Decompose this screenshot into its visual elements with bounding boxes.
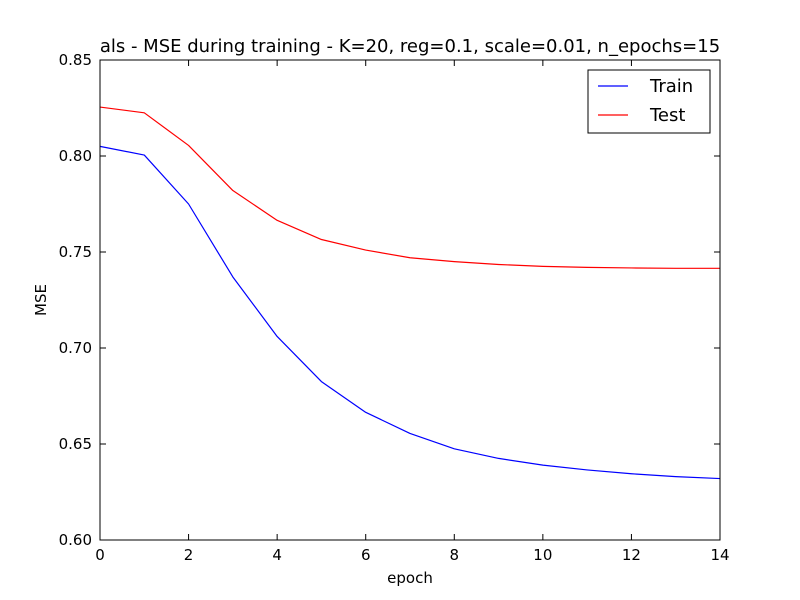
x-tick-label: 0 (95, 546, 105, 564)
x-tick-label: 4 (272, 546, 282, 564)
legend: Train Test (587, 69, 711, 134)
tick-layer: 0 2 4 6 8 10 12 14 0.60 0.65 0.70 0.75 0.80 0.85 (59, 51, 730, 564)
x-axis-label: epoch (387, 569, 433, 587)
series-layer (99, 106, 721, 480)
x-tick-label: 12 (622, 546, 641, 564)
y-tick-label: 0.65 (59, 435, 92, 453)
legend-label-train: Train (649, 76, 693, 97)
y-tick-label: 0.85 (59, 51, 92, 69)
y-tick-label: 0.75 (59, 243, 92, 261)
chart-title: als - MSE during training - K=20, reg=0.… (100, 36, 720, 57)
y-tick-label: 0.70 (59, 339, 92, 357)
x-tick-label: 14 (710, 546, 729, 564)
y-tick-label: 0.60 (59, 531, 92, 549)
series-line-train (99, 145, 721, 480)
y-tick-label: 0.80 (59, 147, 92, 165)
x-tick-label: 6 (361, 546, 371, 564)
legend-box (587, 69, 711, 134)
legend-label-test: Test (649, 105, 685, 126)
plot-frame (99, 59, 721, 541)
x-tick-label: 8 (450, 546, 460, 564)
y-axis-label: MSE (32, 284, 50, 316)
x-tick-label: 10 (533, 546, 552, 564)
x-tick-label: 2 (184, 546, 194, 564)
series-line-test (99, 106, 720, 269)
